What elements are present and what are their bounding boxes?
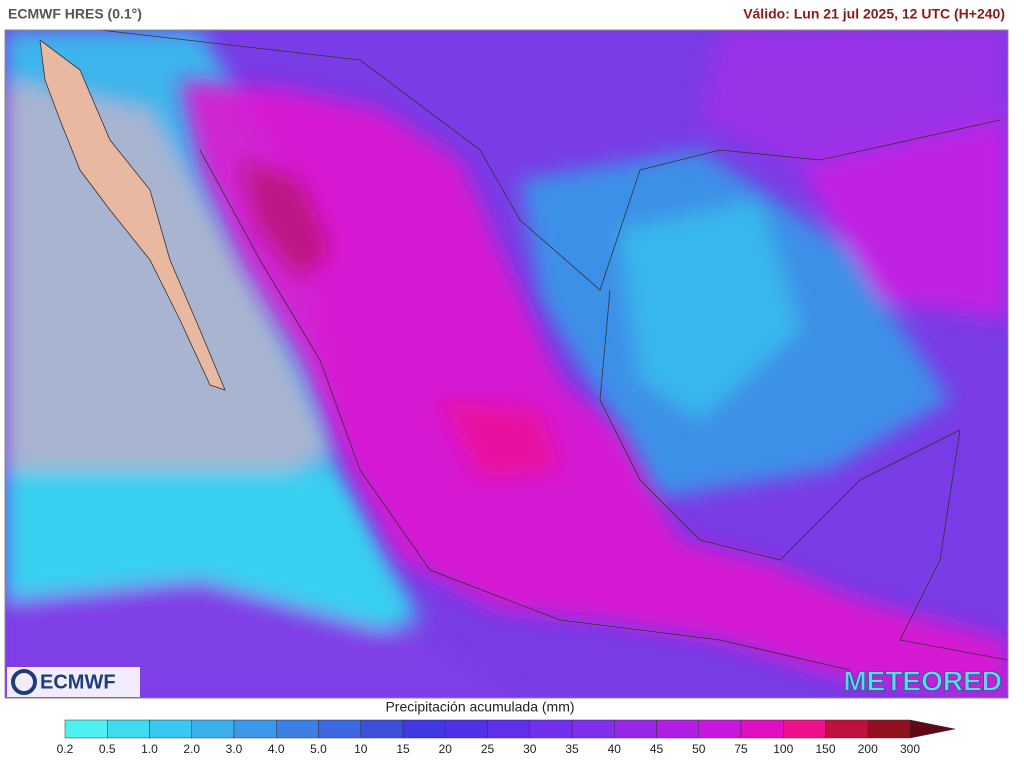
valid-time: Válido: Lun 21 jul 2025, 12 UTC (H+240) [743,6,1005,22]
colorbar-tick-label: 50 [692,742,706,756]
meteored-logo: METEORED [843,665,1002,696]
colorbar-tick-label: 35 [565,742,579,756]
ecmwf-logo: ECMWF [40,671,116,693]
colorbar-tick-label: 150 [815,742,835,756]
colorbar-tick-label: 40 [608,742,622,756]
colorbar-segment [614,719,657,739]
ecmwf-logo-icon [11,669,37,695]
colorbar-tick-label: 10 [354,742,368,756]
colorbar-segment [64,719,108,739]
colorbar-tick-label: 75 [734,742,748,756]
legend-title: Precipitación acumulada (mm) [385,699,574,715]
model-label: ECMWF HRES (0.1°) [8,6,142,22]
colorbar-tick-label: 3.0 [226,742,243,756]
colorbar-tick-label: 45 [650,742,664,756]
map-frame [4,29,1009,699]
colorbar-tick-label: 30 [523,742,537,756]
colorbar-segment [149,719,192,739]
colorbar-segment [233,719,277,739]
colorbar-segment [318,719,361,739]
colorbar-tick-label: 15 [396,742,410,756]
colorbar-segment [487,719,530,739]
colorbar-tick-label: 2.0 [183,742,200,756]
colorbar-segment [360,719,404,739]
colorbar-tick-label: 5.0 [310,742,327,756]
colorbar-segment [402,719,446,739]
colorbar-segment [276,719,319,739]
colorbar-segment [445,719,488,739]
colorbar-segment [698,719,742,739]
colorbar-segment [867,719,911,739]
colorbar-tick-label: 200 [858,742,878,756]
colorbar-tick-label: 300 [900,742,920,756]
colorbar-tick-label: 4.0 [268,742,285,756]
colorbar-segment [656,719,699,739]
colorbar-tick-label: 25 [481,742,495,756]
colorbar-tick-label: 100 [773,742,793,756]
colorbar-segment [107,719,150,739]
colorbar-tick-label: 0.5 [99,742,116,756]
colorbar-segment [783,719,826,739]
colorbar-tick-label: 1.0 [141,742,158,756]
map [5,30,1008,698]
colorbar-tick-label: 20 [439,742,453,756]
colorbar-segment [825,719,868,739]
colorbar-segment [191,719,235,739]
colorbar-segment [740,719,784,739]
colorbar-tick-label: 0.2 [57,742,74,756]
colorbar-arrow [909,719,956,739]
colorbar: 0.2 0.5 1.0 2.0 3.0 4.0 5.0 10 15 20 25 30 35 40 45 50 7… [57,719,956,756]
colorbar-segment [529,719,573,739]
colorbar-segment [571,719,615,739]
